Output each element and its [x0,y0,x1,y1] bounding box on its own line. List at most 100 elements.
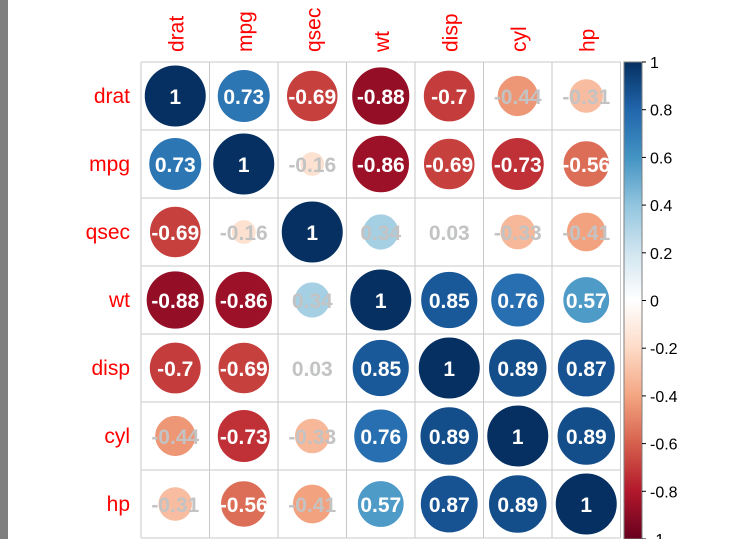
cell-circle-cyl-cyl [486,404,550,468]
cell-value-mpg-hp: -0.56 [562,154,610,177]
window-edge [0,0,8,539]
cell-value-drat-cyl: -0.44 [494,86,542,109]
cell-circle-cyl-drat [154,414,197,458]
cell-value-cyl-disp: 0.89 [429,426,470,449]
cell-circle-hp-wt [356,480,405,528]
cell-circle-disp-hp [556,338,616,398]
colorbar-tick-label: 0.8 [650,103,672,120]
cell-circle-mpg-cyl [490,137,545,191]
cell-circle-hp-mpg [220,480,268,528]
cell-circle-hp-drat [157,486,194,522]
colorbar-tick-label: 0.6 [650,150,672,167]
cell-circle-qsec-mpg [230,219,257,245]
cell-value-wt-cyl: 0.76 [497,290,538,313]
colorbar-tick-label: 0 [650,294,659,311]
cell-circle-mpg-disp [422,137,476,191]
cell-circle-qsec-disp [443,226,456,238]
cell-value-mpg-drat: 0.73 [155,154,196,177]
row-label-cyl: cyl [104,425,130,448]
cell-value-drat-mpg: 0.73 [223,86,264,109]
column-label-qsec: qsec [302,8,325,52]
cell-circle-drat-disp [422,69,476,123]
cell-circle-drat-drat [143,64,207,128]
cell-circle-drat-hp [568,78,605,114]
row-label-mpg: mpg [89,153,130,176]
cell-value-hp-disp: 0.87 [429,494,470,517]
cell-value-drat-wt: -0.88 [357,86,405,109]
cell-circle-wt-disp [420,270,479,330]
cell-circle-cyl-disp [419,406,479,466]
cell-value-cyl-mpg: -0.73 [220,426,268,449]
colorbar-tick-label: -0.2 [650,341,678,358]
cell-circle-wt-wt [349,268,413,332]
cell-value-cyl-cyl: 1 [512,426,524,449]
cell-value-cyl-hp: 0.89 [566,426,607,449]
cell-circle-drat-qsec [285,69,339,123]
cell-circle-disp-mpg [217,341,271,395]
cell-value-wt-mpg: -0.86 [220,290,268,313]
cell-value-hp-wt: 0.57 [360,494,401,517]
column-label-mpg: mpg [234,11,257,52]
cell-circle-cyl-wt [353,408,409,464]
cell-circle-hp-disp [419,474,479,534]
cell-circle-qsec-cyl [499,213,537,251]
cell-circle-cyl-qsec [293,417,331,455]
cell-value-cyl-wt: 0.76 [360,426,401,449]
cell-value-drat-qsec: -0.69 [288,86,336,109]
cell-circle-wt-qsec [293,281,331,319]
cell-value-disp-drat: -0.7 [157,358,193,381]
cell-value-hp-qsec: -0.41 [288,494,336,517]
cell-circle-disp-wt [351,338,410,398]
cell-value-wt-disp: 0.85 [429,290,470,313]
cell-value-qsec-disp: 0.03 [429,222,470,245]
colorbar-tick-label: 1 [650,55,659,72]
cell-value-drat-disp: -0.7 [431,86,467,109]
cell-value-hp-drat: -0.31 [151,494,199,517]
cell-circle-mpg-mpg [212,132,276,196]
cell-circle-mpg-drat [148,137,203,191]
colorbar [623,61,643,539]
cell-value-wt-qsec: 0.34 [292,290,333,313]
cell-circle-drat-wt [351,66,411,126]
column-label-hp: hp [576,29,599,52]
cell-value-wt-drat: -0.88 [151,290,199,313]
cell-value-disp-wt: 0.85 [360,358,401,381]
column-label-wt: wt [371,31,394,53]
cell-circle-wt-hp [562,276,611,324]
cell-value-mpg-disp: -0.69 [425,154,473,177]
cell-circle-wt-cyl [490,272,546,328]
cell-value-disp-hp: 0.87 [566,358,607,381]
column-label-disp: disp [439,13,462,52]
cell-value-qsec-hp: -0.41 [562,222,610,245]
cell-circle-mpg-qsec [299,151,326,177]
cell-value-qsec-qsec: 1 [306,222,318,245]
cell-circle-qsec-wt [362,213,400,251]
cell-circle-disp-cyl [488,338,548,398]
cell-circle-cyl-hp [556,406,616,466]
cell-circle-mpg-hp [562,140,610,188]
cell-value-hp-cyl: 0.89 [497,494,538,517]
cell-circle-disp-disp [417,336,481,400]
cell-circle-wt-mpg [214,270,273,330]
cell-value-qsec-cyl: -0.33 [494,222,542,245]
cell-value-wt-wt: 1 [375,290,387,313]
cell-circle-cyl-mpg [216,409,271,463]
cell-value-drat-drat: 1 [169,86,181,109]
cell-value-cyl-drat: -0.44 [151,426,199,449]
cell-value-mpg-wt: -0.86 [357,154,405,177]
cell-circle-drat-cyl [496,74,539,118]
cell-circle-wt-drat [145,270,205,330]
cell-circle-hp-hp [554,472,618,536]
cell-value-cyl-qsec: -0.33 [288,426,336,449]
cell-circle-drat-mpg [216,69,271,123]
cell-circle-hp-qsec [291,483,333,525]
cell-value-drat-hp: -0.31 [562,86,610,109]
row-label-qsec: qsec [86,221,130,244]
cell-circle-qsec-qsec [280,200,344,264]
cell-circle-mpg-wt [351,134,410,194]
colorbar-tick-label: -0.4 [650,389,678,406]
column-label-drat: drat [165,16,188,52]
colorbar-tick-label: 0.2 [650,246,672,263]
cell-value-mpg-qsec: -0.16 [288,154,336,177]
